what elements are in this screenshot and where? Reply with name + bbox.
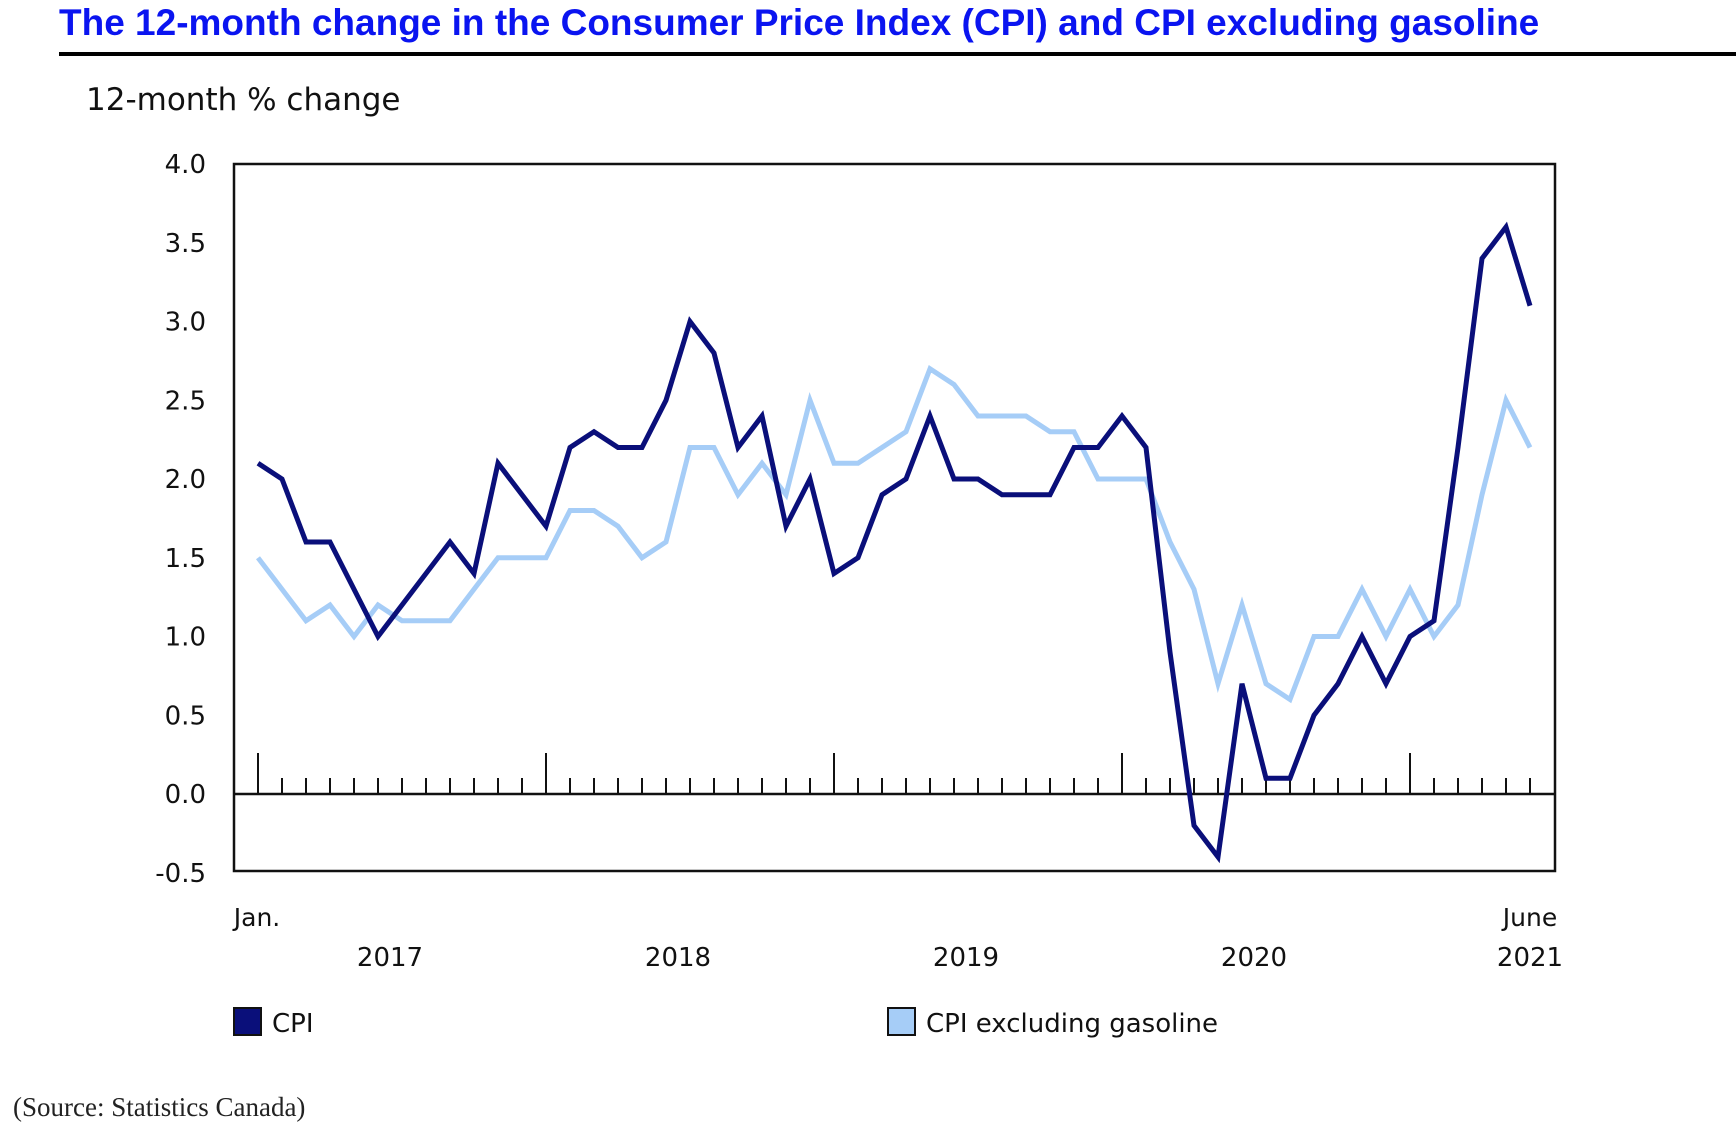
legend-label: CPI: [272, 1009, 314, 1039]
y-tick-label: 4.0: [165, 150, 206, 180]
y-tick-label: 3.5: [165, 229, 206, 259]
y-tick-label: -0.5: [155, 859, 206, 889]
y-tick-label: 2.5: [165, 386, 206, 416]
x-year-label: 2019: [933, 943, 999, 973]
title-underline: [59, 52, 1736, 56]
plot-frame: [232, 162, 1557, 873]
chart-title: The 12-month change in the Consumer Pric…: [59, 2, 1540, 43]
x-start-label: Jan.: [232, 903, 280, 932]
x-year-label: 2017: [357, 943, 423, 973]
y-axis-title: 12-month % change: [86, 82, 401, 118]
x-year-label: 2020: [1221, 943, 1287, 973]
y-tick-label: 2.0: [165, 465, 206, 495]
legend-swatch: [233, 1007, 262, 1036]
x-year-label: 2018: [645, 943, 711, 973]
series-line-cpi-excl-gasoline: [256, 364, 1533, 704]
y-tick-label: 0.5: [165, 701, 206, 731]
y-tick-label: 1.5: [165, 544, 206, 574]
legend-swatch: [887, 1007, 916, 1036]
y-tick-label: 1.0: [165, 623, 206, 653]
x-end-label: June: [1501, 903, 1557, 932]
legend-label: CPI excluding gasoline: [926, 1009, 1218, 1039]
y-tick-label: 3.0: [165, 308, 206, 338]
series-line-cpi: [256, 221, 1533, 864]
y-tick-label: 0.0: [165, 780, 206, 810]
x-year-label: 2021: [1497, 943, 1563, 973]
source-note: (Source: Statistics Canada): [13, 1092, 306, 1122]
